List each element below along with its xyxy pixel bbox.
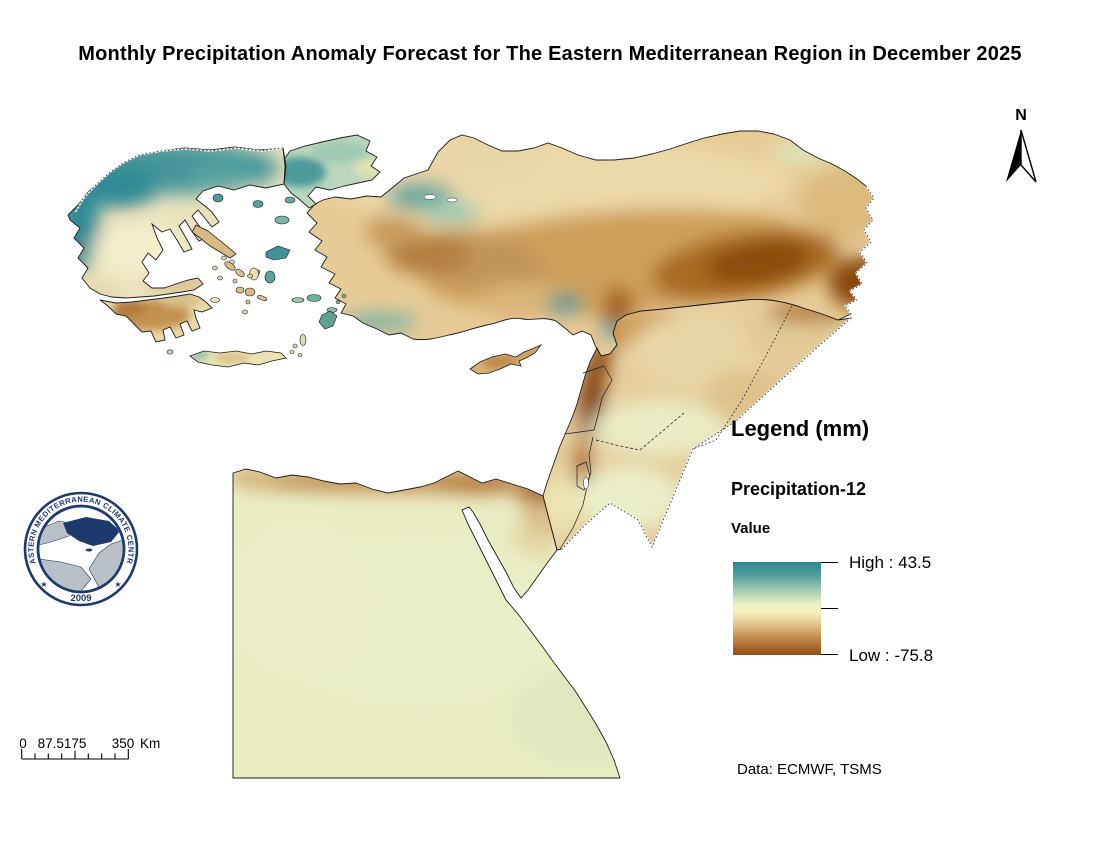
region-greece [67,146,286,299]
scalebar-label-start: 0 [19,736,27,751]
legend-field-label: Value [731,520,771,537]
north-arrow-left-wing [1006,130,1021,182]
legend-gradient [733,562,821,655]
data-attribution: Data: ECMWF, TSMS [737,761,882,778]
legend-layer-name: Precipitation-12 [731,479,867,499]
map-title: Monthly Precipitation Anomaly Forecast f… [78,43,1022,65]
scalebar: 0 87.5175 350 Km [19,736,160,760]
island-euboea [191,224,237,259]
logo-year: 2009 [70,593,91,604]
legend-title: Legend (mm) [731,416,870,441]
legend-tick-high [821,562,838,563]
lake-sapanca [446,197,458,203]
island-cyprus [469,344,542,375]
country-borders [74,147,875,551]
legend-tick-low [821,654,838,655]
north-arrow-right-wing [1020,129,1037,183]
lake-iznik [423,194,437,200]
legend-high-label: High : 43.5 [849,553,932,572]
island-crete [189,350,287,368]
scalebar-label-mid: 87.5175 [38,736,87,751]
north-label: N [1015,107,1027,124]
north-arrow: N [1006,107,1037,183]
dead-sea [583,476,589,490]
emcc-logo: EASTERN MEDITERRANEAN CLIMATE CENTRE ★ ★… [23,491,139,607]
scalebar-label-end: 350 [112,736,135,751]
greek-islands [166,193,347,357]
scalebar-ticks [21,749,129,760]
legend-tick-mid [821,608,838,609]
scalebar-unit: Km [140,736,160,751]
logo-star-left: ★ [40,580,47,589]
logo-star-right: ★ [114,580,121,589]
region-peloponnese [99,293,213,343]
legend-low-label: Low : -75.8 [849,646,934,665]
